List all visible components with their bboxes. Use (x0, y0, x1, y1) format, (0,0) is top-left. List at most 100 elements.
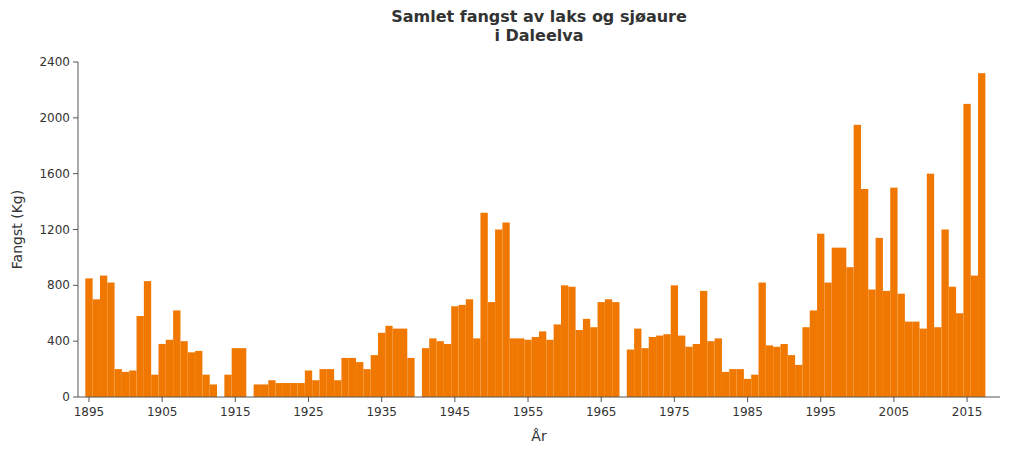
bar (144, 281, 151, 397)
bar (678, 336, 685, 397)
y-axis-label: Fangst (Kg) (9, 190, 25, 269)
x-tick (528, 397, 529, 402)
x-tick (967, 397, 968, 402)
bar (707, 341, 714, 397)
x-tick-label: 1925 (293, 405, 324, 419)
bar (605, 299, 612, 397)
bar (115, 369, 122, 397)
bar (129, 370, 136, 397)
bar (861, 189, 868, 397)
bar (546, 340, 553, 397)
bar (466, 299, 473, 397)
bar (151, 375, 158, 397)
bar (920, 329, 927, 397)
x-axis-label: År (531, 428, 547, 444)
bar (949, 287, 956, 397)
bar (363, 369, 370, 397)
bar (327, 369, 334, 397)
x-tick-label: 1965 (586, 405, 617, 419)
title: Samlet fangst av laks og sjøaurei Daleel… (391, 7, 687, 45)
bar (319, 369, 326, 397)
bar (641, 348, 648, 397)
bars (85, 73, 985, 397)
bar (195, 351, 202, 397)
bar (459, 305, 466, 397)
bar (898, 294, 905, 397)
bar (371, 355, 378, 397)
bar (378, 333, 385, 397)
y-tick (73, 62, 78, 63)
y-tick-label: 1600 (39, 167, 70, 181)
bar (488, 302, 495, 397)
bar (276, 383, 283, 397)
bar (554, 324, 561, 397)
bar (239, 348, 246, 397)
bar (766, 345, 773, 397)
y-tick (73, 117, 78, 118)
bar (854, 125, 861, 397)
x-tick-label: 1955 (513, 405, 544, 419)
bar (137, 316, 144, 397)
bar (824, 283, 831, 397)
bar (107, 283, 114, 397)
x-tick (381, 397, 382, 402)
bar (656, 336, 663, 397)
bar (751, 375, 758, 397)
bar (312, 380, 319, 397)
bar (978, 73, 985, 397)
bar (349, 358, 356, 397)
x-tick-label: 1895 (74, 405, 105, 419)
bar (188, 352, 195, 397)
bar (502, 223, 509, 397)
bar (122, 372, 129, 397)
y-tick (73, 229, 78, 230)
bar (180, 341, 187, 397)
bar (568, 287, 575, 397)
bar (780, 344, 787, 397)
bar (532, 337, 539, 397)
bar (963, 104, 970, 397)
bar (393, 329, 400, 397)
chart: 1895190519151925193519451955196519751985… (0, 0, 1024, 453)
bar (802, 327, 809, 397)
bar (173, 310, 180, 397)
x-tick-label: 1935 (366, 405, 397, 419)
bar (407, 358, 414, 397)
bar (524, 340, 531, 397)
x-tick (893, 397, 894, 402)
bar (693, 344, 700, 397)
bar (166, 340, 173, 397)
x-tick-label: 1975 (659, 405, 690, 419)
bar (941, 230, 948, 398)
bar (451, 306, 458, 397)
y-tick (73, 173, 78, 174)
bar (612, 302, 619, 397)
y-tick-label: 2400 (39, 55, 70, 69)
bar (795, 365, 802, 397)
bar (832, 248, 839, 397)
bar (956, 313, 963, 397)
bar (744, 379, 751, 397)
bar (400, 329, 407, 397)
bar (685, 347, 692, 397)
bar (158, 344, 165, 397)
bar (202, 375, 209, 397)
bar (268, 380, 275, 397)
bar (224, 375, 231, 397)
bar (634, 329, 641, 397)
x-tick-label: 2015 (952, 405, 983, 419)
bar (722, 372, 729, 397)
bar (473, 338, 480, 397)
bar (539, 331, 546, 397)
bar (590, 327, 597, 397)
bar (876, 238, 883, 397)
x-tick-label: 1915 (220, 405, 251, 419)
y-tick-label: 400 (47, 334, 70, 348)
bar (912, 322, 919, 397)
bar (839, 248, 846, 397)
bar (254, 384, 261, 397)
x-tick-label: 1945 (440, 405, 471, 419)
bar (759, 283, 766, 397)
bar (480, 213, 487, 397)
x-tick-label: 1995 (805, 405, 836, 419)
